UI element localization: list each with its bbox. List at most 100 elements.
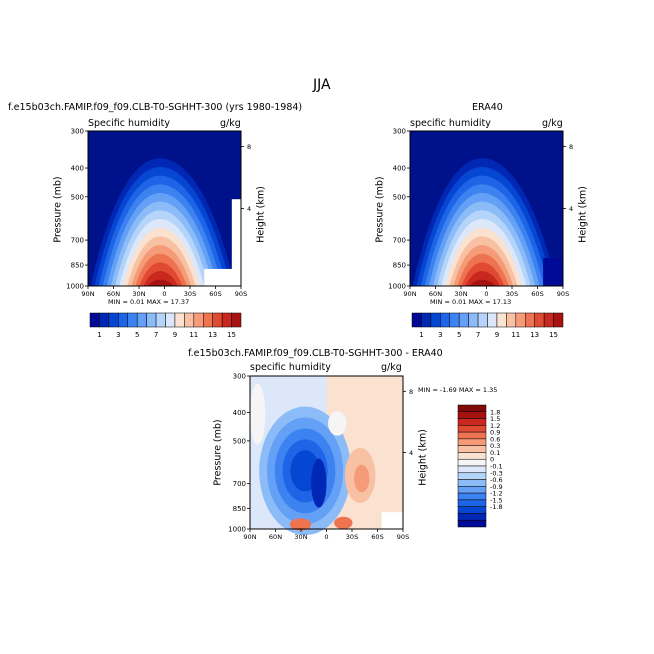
y2-tick-label: 8	[247, 143, 251, 151]
x-tick-label: 60S	[531, 290, 543, 298]
colorbar-box	[457, 486, 487, 494]
positive-anomaly	[354, 464, 370, 493]
y-tick-label: 500	[393, 193, 406, 201]
y-tick-label: 700	[393, 237, 406, 245]
colorbar-label: 13	[208, 331, 217, 339]
colorbar-label: 1.5	[490, 415, 500, 423]
colorbar-box	[477, 312, 488, 328]
colorbar-box	[440, 312, 450, 328]
y-tick-label: 1000	[66, 283, 84, 291]
positive-anomaly	[334, 516, 353, 529]
y-tick-label: 1000	[388, 283, 406, 291]
y-tick-label: 400	[393, 165, 406, 173]
colorbar-box	[543, 312, 554, 328]
colorbar-label: 15	[227, 331, 236, 339]
colorbar-label: 1	[97, 331, 101, 339]
colorbar-box	[457, 472, 487, 480]
colorbar-box	[430, 312, 441, 328]
colorbar-label: 9	[495, 331, 499, 339]
plot-diff	[250, 376, 403, 536]
colorbar-label: 15	[549, 331, 558, 339]
colorbar-label: 1	[419, 331, 423, 339]
colorbar-box	[496, 312, 507, 328]
y-tick-label: 500	[71, 193, 84, 201]
colorbar-box	[155, 312, 166, 328]
colorbar-box	[165, 312, 176, 328]
colorbar-box	[457, 411, 487, 419]
x-tick-label: 30S	[506, 290, 518, 298]
y-tick-label: 400	[233, 409, 246, 417]
colorbar-box	[221, 312, 232, 328]
right-label-model: g/kg	[220, 118, 241, 129]
colorbar-label: -0.9	[490, 483, 503, 491]
x-tick-label: 90N	[81, 290, 94, 298]
colorbar-box	[421, 312, 432, 328]
contour-band	[147, 279, 174, 286]
left-label-diff: specific humidity	[250, 362, 331, 373]
negative-anomaly	[311, 458, 327, 508]
x-tick-label: 30N	[454, 290, 467, 298]
stats-diff: MIN = -1.69 MAX = 1.35	[418, 386, 498, 394]
colorbar-label: -1.2	[490, 490, 503, 498]
y-tick-label: 700	[71, 237, 84, 245]
x-tick-label: 0	[484, 290, 488, 298]
colorbar-box	[457, 404, 487, 413]
colorbar-box	[457, 425, 487, 433]
colorbar-box	[457, 513, 487, 521]
colorbar-box	[506, 312, 517, 328]
x-tick-label: 60N	[107, 290, 120, 298]
colorbar-box	[457, 418, 487, 426]
colorbar-box	[487, 312, 498, 328]
colorbar-box	[534, 312, 545, 328]
colorbar-label: 1.2	[490, 422, 500, 430]
field-patch	[543, 258, 563, 286]
y-tick-label: 300	[71, 128, 84, 136]
panel-title-model: f.e15b03ch.FAMIP.f09_f09.CLB-T0-SGHHT-30…	[8, 102, 303, 113]
y-tick-label: 850	[233, 505, 246, 513]
panel-title-diff: f.e15b03ch.FAMIP.f09_f09.CLB-T0-SGHHT-30…	[188, 348, 443, 359]
y-tick-label: 400	[71, 165, 84, 173]
contour-band	[469, 279, 496, 286]
plot-model	[88, 131, 241, 286]
colorbar-label: 1.8	[490, 408, 500, 416]
left-label-model: Specific humidity	[88, 118, 170, 129]
panel-title-obs: ERA40	[472, 102, 503, 113]
colorbar-label: 5	[457, 331, 461, 339]
colorbar-label: 3	[438, 331, 442, 339]
y2-tick-label: 4	[409, 449, 413, 457]
x-tick-label: 90S	[397, 533, 409, 541]
x-tick-label: 30S	[346, 533, 358, 541]
x-tick-label: 60S	[371, 533, 383, 541]
x-tick-label: 90S	[557, 290, 569, 298]
colorbar-box	[457, 519, 487, 528]
stats-model: MIN = 0.01 MAX = 17.37	[108, 298, 190, 306]
x-tick-label: 60N	[429, 290, 442, 298]
colorbar-box	[457, 452, 487, 460]
neutral-region	[250, 383, 266, 445]
colorbar-label: 7	[476, 331, 480, 339]
right-label-obs: g/kg	[542, 118, 563, 129]
right-label-diff: g/kg	[381, 362, 402, 373]
colorbar-label: 0.3	[490, 442, 500, 450]
colorbar-box	[457, 465, 487, 474]
colorbar-box	[118, 312, 128, 328]
stats-obs: MIN = 0.01 MAX = 17.13	[430, 298, 512, 306]
colorbar-label: 7	[154, 331, 158, 339]
colorbar-label: 9	[173, 331, 177, 339]
colorbar-box	[457, 499, 487, 507]
colorbar-box	[458, 312, 469, 328]
colorbar-box	[553, 312, 564, 328]
x-tick-label: 0	[162, 290, 166, 298]
colorbar-box	[203, 312, 213, 328]
colorbar-label: -0.3	[490, 469, 503, 477]
x-tick-label: 90N	[403, 290, 416, 298]
colorbar-box	[457, 438, 487, 446]
plot-obs	[410, 131, 563, 286]
y-tick-label: 300	[233, 373, 246, 381]
colorbar-box	[146, 312, 157, 328]
colorbar-box	[184, 312, 195, 328]
x-tick-label: 0	[324, 533, 328, 541]
colorbar-label: -0.6	[490, 476, 503, 484]
colorbar-label: 0.1	[490, 449, 500, 457]
